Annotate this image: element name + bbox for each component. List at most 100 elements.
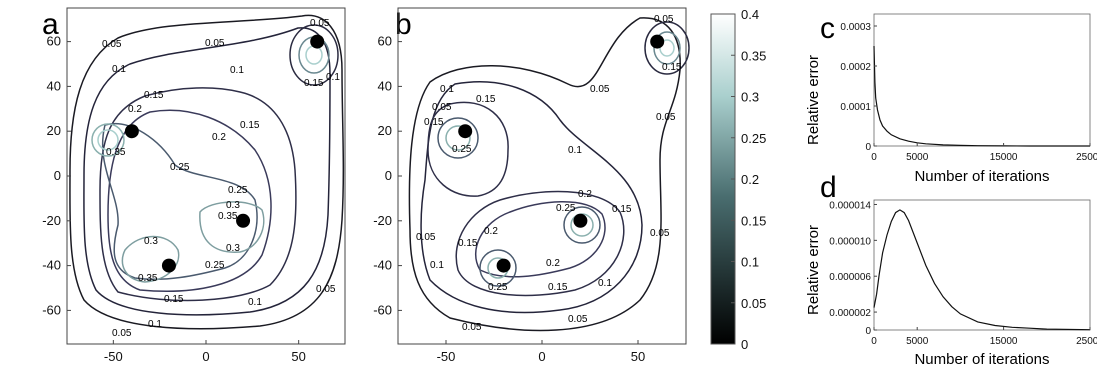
clabel-b-19: 0.2	[484, 226, 498, 237]
contour-a-0.1	[83, 27, 331, 316]
xtick-label-c-2: 15000	[990, 152, 1018, 163]
contour-a-0.3-right	[199, 201, 265, 253]
ytick-label-a-2: 20	[47, 123, 61, 138]
panel-c-frame	[873, 13, 1091, 147]
clabel-b-16: 0.15	[458, 238, 478, 249]
contour-b-0.15	[427, 101, 509, 197]
xtick-label-d-0: 0	[871, 336, 877, 347]
contour-a-tr1	[289, 24, 339, 86]
source-b-3	[650, 34, 665, 49]
colorbar-label-4: 0.2	[741, 172, 759, 187]
source-a-0	[124, 124, 139, 139]
colorbar-ticks: 0.4 0.35 0.3 0.25 0.2 0.15 0.1 0.05 0	[731, 7, 766, 352]
panel-c-ylabel: Relative error	[805, 55, 822, 145]
panel-d-ylabel: Relative error	[805, 225, 822, 315]
contour-b-tr1	[644, 21, 690, 75]
ytick-label-a-3: 0	[54, 168, 61, 183]
panel-a-y-ticks: 60 40 20 0 -20 -40 -60	[42, 34, 71, 317]
contour-b-ring-a2	[445, 125, 471, 151]
panel-d-frame	[873, 199, 1091, 331]
xtick-label-d-2: 15000	[990, 336, 1018, 347]
ytick-label-a-6: -60	[42, 302, 61, 317]
contour-a-0.15	[99, 87, 297, 302]
clabel-b-22: 0.25	[556, 203, 576, 214]
contour-b-ring-c1	[563, 206, 601, 244]
ytick-label-b-5: -40	[373, 258, 392, 273]
clabel-b-20: 0.2	[578, 189, 592, 200]
xtick-label-a-1: 0	[202, 349, 209, 364]
clabel-a-13: 0.25	[228, 185, 248, 196]
clabel-b-13: 0.15	[424, 117, 444, 128]
clabel-a-21: 0.15	[164, 294, 184, 305]
panel-b-y-ticks: 60 40 20 0 -20 -40 -60	[373, 34, 402, 317]
clabel-a-24: 0.05	[112, 328, 132, 339]
panel-b-contours	[408, 17, 690, 332]
clabel-a-6: 0.1	[326, 72, 340, 83]
contour-b-ring-d1	[479, 249, 517, 287]
clabel-a-8: 0.15	[240, 120, 260, 131]
ytick-label-a-5: -40	[42, 258, 61, 273]
contour-b-0.2	[475, 201, 606, 278]
clabel-b-15: 0.15	[612, 204, 632, 215]
clabel-a-22: 0.1	[148, 319, 162, 330]
colorbar-label-0: 0.4	[741, 7, 759, 22]
clabel-a-14: 0.25	[205, 260, 225, 271]
clabel-b-10: 0.1	[568, 145, 582, 156]
panel-a-contour-labels: 0.05 0.05 0.05 0.1 0.1 0.1 0.15 0.15 0.1…	[102, 18, 340, 339]
clabel-a-9: 0.15	[304, 78, 324, 89]
colorbar-label-5: 0.15	[741, 213, 766, 228]
xtick-label-b-1: 0	[538, 349, 545, 364]
xtick-label-c-1: 5000	[906, 152, 929, 163]
panel-d-y-ticks: 0.000014 0.000010 0.000006 0.000002 0	[829, 200, 877, 337]
contour-b-tr2	[653, 31, 681, 65]
panel-d-label: d	[820, 171, 837, 204]
clabel-b-3: 0.05	[590, 84, 610, 95]
contour-a-ring2	[97, 129, 119, 151]
xtick-label-b-2: 50	[631, 349, 645, 364]
source-a-3	[310, 34, 325, 49]
clabel-b-9: 0.1	[440, 84, 454, 95]
contour-b-ring-a1	[437, 117, 479, 159]
clabel-a-19: 0.35	[138, 273, 158, 284]
panel-c-label: c	[820, 12, 835, 45]
ytick-label-c-3: 0	[865, 142, 871, 153]
source-a-2	[161, 258, 176, 273]
panel-c-y-ticks: 0.0003 0.0002 0.0001 0	[840, 22, 877, 153]
clabel-a-15: 0.3	[144, 236, 158, 247]
clabel-a-10: 0.2	[128, 104, 142, 115]
panel-d-xlabel: Number of iterations	[914, 351, 1049, 368]
clabel-b-1: 0.05	[654, 14, 674, 25]
clabel-b-5: 0.05	[650, 228, 670, 239]
clabel-a-11: 0.2	[212, 132, 226, 143]
panel-b: b 0.05 0.05 0.05 0.05	[373, 7, 766, 364]
source-b-1	[573, 213, 588, 228]
clabel-a-20: 0.35	[106, 147, 126, 158]
clabel-b-8: 0.05	[568, 314, 588, 325]
contour-a-0.25	[101, 122, 258, 281]
panel-b-x-ticks: -50 0 50	[437, 340, 645, 364]
clabel-b-17: 0.15	[548, 282, 568, 293]
colorbar-label-3: 0.25	[741, 131, 766, 146]
clabel-b-24: 0.25	[452, 144, 472, 155]
panel-d-line	[873, 209, 1091, 331]
xtick-label-c-0: 0	[871, 152, 877, 163]
ytick-label-d-3: 0.000002	[829, 308, 871, 319]
panel-b-sources	[458, 34, 665, 273]
clabel-a-3: 0.05	[310, 18, 330, 29]
ytick-label-d-0: 0.000014	[829, 200, 871, 211]
panel-a-sources	[124, 34, 325, 273]
clabel-a-4: 0.1	[112, 64, 126, 75]
colorbar-label-6: 0.1	[741, 255, 759, 270]
panel-b-label: b	[395, 8, 412, 41]
clabel-a-23: 0.1	[248, 297, 262, 308]
source-a-1	[236, 213, 251, 228]
panel-b-contour-labels: 0.05 0.05 0.05 0.05 0.05 0.05 0.05 0.05 …	[416, 14, 682, 333]
clabel-a-17: 0.3	[226, 243, 240, 254]
panel-a: a 0.05 0.05 0.05	[42, 7, 346, 364]
ytick-label-b-1: 40	[378, 78, 392, 93]
